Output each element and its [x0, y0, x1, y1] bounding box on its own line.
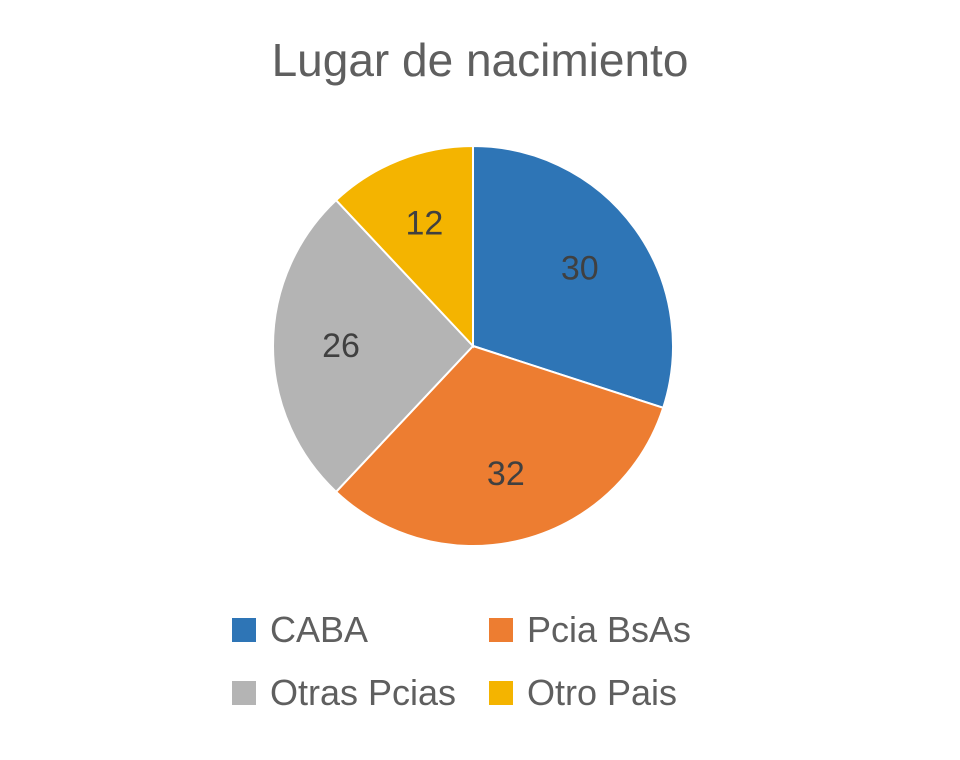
pie-slice-pcia-bsas [334, 344, 665, 547]
legend-item-otras-pcias: Otras Pcias [232, 672, 457, 713]
legend-label: Pcia BsAs [527, 609, 692, 650]
legend-swatch [232, 618, 256, 642]
pie-slice-otras-pcias [272, 198, 475, 494]
data-label: 32 [487, 455, 525, 493]
legend-item-pcia-bsas: Pcia BsAs [489, 609, 692, 650]
data-label: 12 [405, 204, 443, 242]
legend-label: Otro Pais [527, 672, 678, 713]
legend-swatch [489, 681, 513, 705]
data-label: 26 [322, 327, 360, 365]
legend-label: CABA [270, 609, 369, 650]
legend-label: Otras Pcias [270, 672, 457, 713]
legend-item-otro-pais: Otro Pais [489, 672, 678, 713]
legend-item-caba: CABA [232, 609, 369, 650]
data-label: 30 [561, 249, 599, 287]
legend-swatch [489, 618, 513, 642]
legend-swatch [232, 681, 256, 705]
chart-title: Lugar de nacimiento [271, 34, 689, 86]
pie-slice-caba [472, 144, 674, 410]
pie-slice-otro-pais [334, 144, 474, 349]
